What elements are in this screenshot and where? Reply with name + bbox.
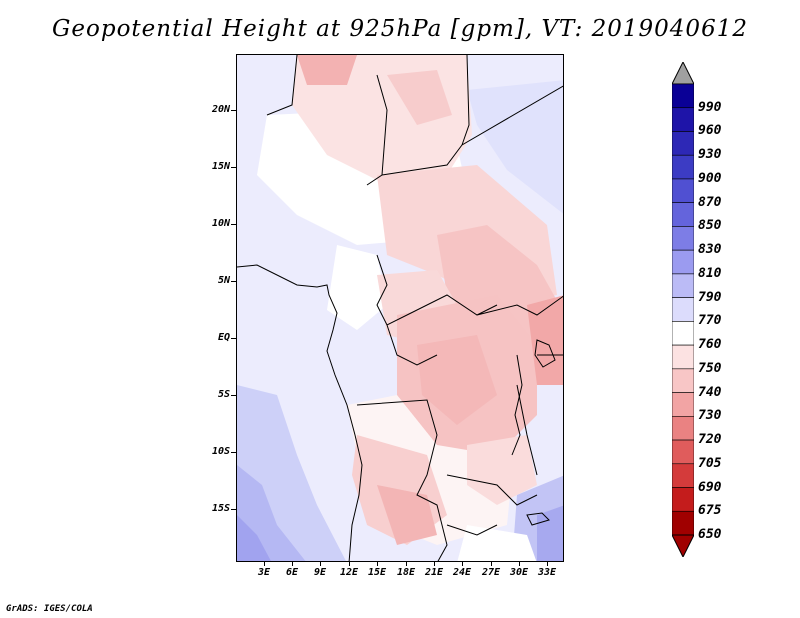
colorbar-label: 740 <box>698 384 722 400</box>
lat-tick <box>231 452 236 453</box>
lon-label-21e: 21E <box>424 567 444 578</box>
lon-label-33e: 33E <box>537 567 557 578</box>
lat-tick <box>231 509 236 510</box>
lon-label-30e: 30E <box>509 567 529 578</box>
colorbar-swatch <box>672 202 694 227</box>
lat-tick <box>231 110 236 111</box>
colorbar-label: 760 <box>698 337 722 353</box>
lat-tick <box>231 281 236 282</box>
colorbar-swatch <box>672 321 694 346</box>
colorbar-swatch <box>672 249 694 275</box>
colorbar-label: 675 <box>698 503 722 519</box>
colorbar-label: 790 <box>698 289 722 305</box>
lon-label-18e: 18E <box>396 567 416 578</box>
lat-label-5s: 5S <box>217 389 230 400</box>
lat-label-10s: 10S <box>211 446 230 457</box>
colorbar-label: 750 <box>698 360 722 376</box>
colorbar-label: 650 <box>698 527 722 542</box>
lat-label-eq: EQ <box>217 332 230 343</box>
colorbar-label: 870 <box>698 194 722 210</box>
colorbar-swatch <box>672 510 694 536</box>
lon-tick <box>547 562 548 566</box>
lon-label-15e: 15E <box>367 567 387 578</box>
lon-label-9e: 9E <box>313 567 327 578</box>
colorbar-label: 990 <box>698 99 722 115</box>
colorbar-swatch <box>672 439 694 465</box>
colorbar-swatch <box>672 368 694 393</box>
lon-tick <box>519 562 520 566</box>
lon-label-24e: 24E <box>452 567 472 578</box>
colorbar-swatch <box>672 463 694 488</box>
colorbar-under-arrow <box>672 534 694 557</box>
colorbar-swatch <box>672 392 694 417</box>
colorbar-swatch <box>672 226 694 251</box>
colorbar-label: 960 <box>698 123 722 139</box>
lat-tick <box>231 395 236 396</box>
lat-label-5n: 5N <box>217 275 230 286</box>
colorbar-swatch <box>672 131 694 156</box>
colorbar-swatch <box>672 416 694 441</box>
colorbar-swatch <box>672 178 694 203</box>
colorbar-label: 770 <box>698 313 722 329</box>
lon-label-27e: 27E <box>481 567 501 578</box>
grads-credit: GrADS: IGES/COLA <box>6 604 93 614</box>
height-field <box>237 55 563 561</box>
lon-tick <box>462 562 463 566</box>
lon-tick <box>377 562 378 566</box>
lon-tick <box>320 562 321 566</box>
lat-label-20n: 20N <box>211 104 230 115</box>
lat-tick <box>231 338 236 339</box>
colorbar-label: 690 <box>698 479 722 495</box>
colorbar-swatch <box>672 83 694 109</box>
lon-label-12e: 12E <box>339 567 359 578</box>
lon-tick <box>434 562 435 566</box>
map-title: Geopotential Height at 925hPa [gpm], VT:… <box>52 16 748 42</box>
colorbar-swatch <box>672 297 694 322</box>
colorbar-label: 850 <box>698 218 722 234</box>
lat-tick <box>231 224 236 225</box>
colorbar-label: 810 <box>698 265 722 281</box>
colorbar-swatch <box>672 107 694 132</box>
colorbar-over-arrow <box>672 62 694 85</box>
lon-tick <box>292 562 293 566</box>
colorbar-swatch <box>672 487 694 512</box>
colorbar-label: 705 <box>698 455 722 471</box>
colorbar-label: 930 <box>698 147 722 163</box>
lon-tick <box>349 562 350 566</box>
lat-label-15s: 15S <box>211 503 230 514</box>
colorbar-label: 730 <box>698 408 722 424</box>
lon-label-3e: 3E <box>257 567 271 578</box>
colorbar-label: 900 <box>698 170 722 186</box>
colorbar-swatch <box>672 273 694 298</box>
map-panel <box>236 54 564 562</box>
colorbar: 990 960 930 900 870 850 830 810 790 770 760 750 740 7… <box>672 62 732 557</box>
lon-tick <box>491 562 492 566</box>
lon-label-6e: 6E <box>285 567 299 578</box>
lat-tick <box>231 167 236 168</box>
colorbar-swatches <box>672 62 694 557</box>
colorbar-label: 830 <box>698 242 722 258</box>
lon-tick <box>406 562 407 566</box>
lat-label-10n: 10N <box>211 218 230 229</box>
colorbar-swatch <box>672 154 694 180</box>
lat-label-15n: 15N <box>211 161 230 172</box>
colorbar-swatch <box>672 344 694 370</box>
colorbar-label: 720 <box>698 432 722 448</box>
lon-tick <box>264 562 265 566</box>
